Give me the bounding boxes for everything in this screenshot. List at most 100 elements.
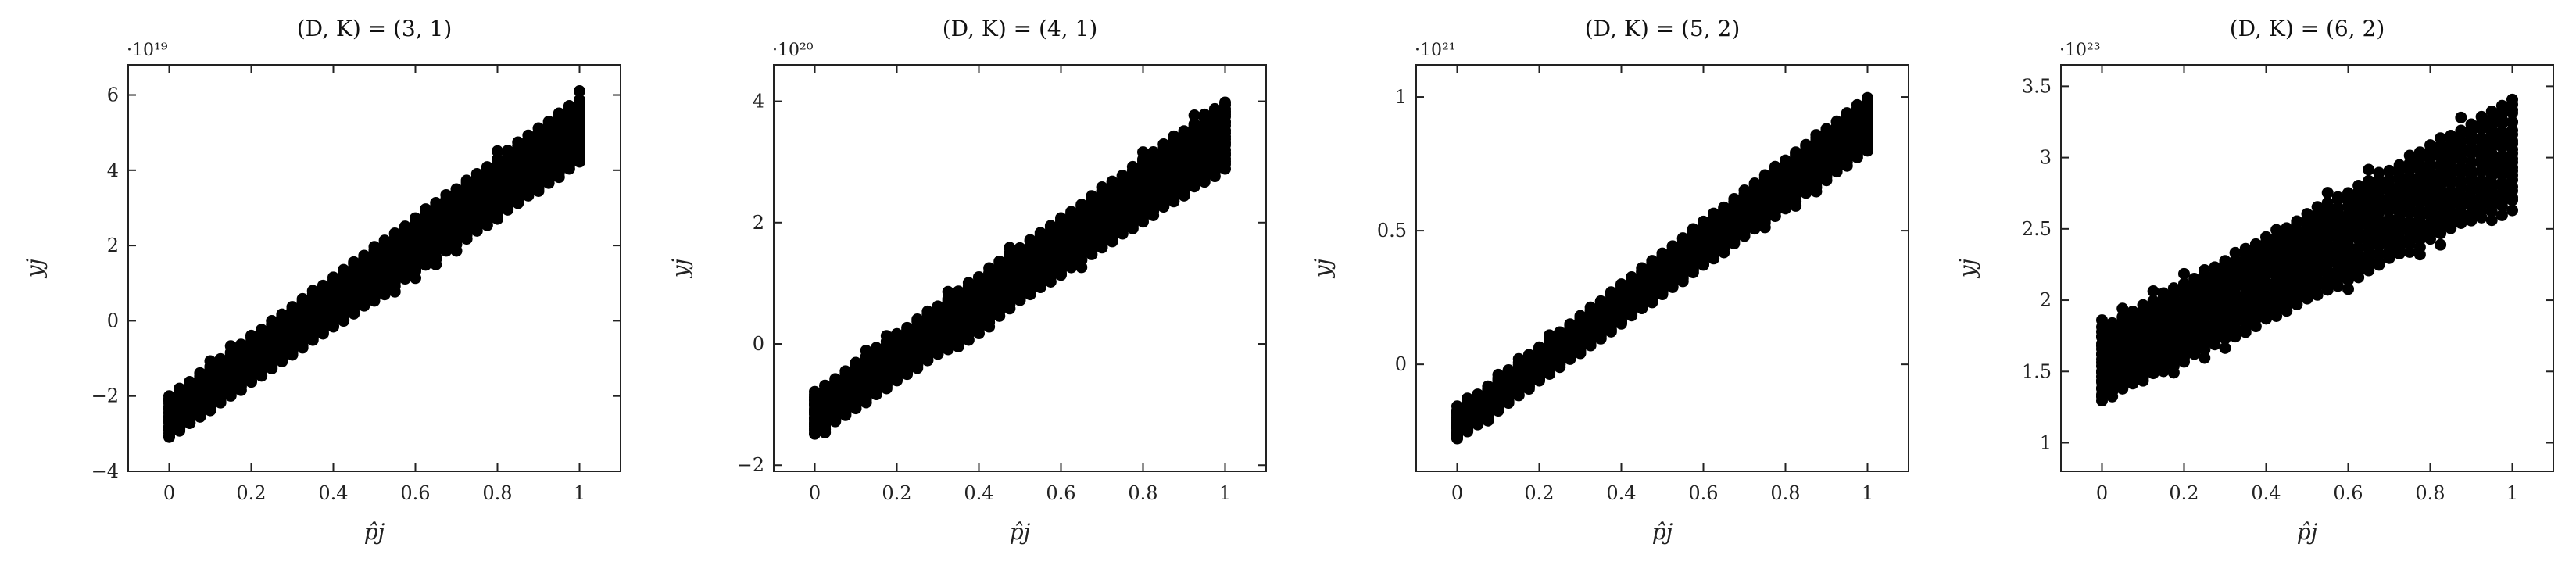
data-point	[2116, 302, 2129, 315]
plot-frame	[2060, 64, 2554, 472]
scatter-points	[163, 85, 585, 443]
data-point	[532, 122, 545, 134]
data-point	[553, 107, 565, 120]
data-point	[1086, 190, 1098, 202]
data-point	[1512, 352, 1525, 365]
x-tick-label: 0.4	[2251, 482, 2281, 504]
data-point	[460, 174, 473, 187]
data-point	[204, 355, 216, 367]
data-point	[1544, 329, 1556, 342]
data-point	[2106, 317, 2119, 329]
x-tick-label: 0.4	[1606, 482, 1636, 504]
data-point	[962, 277, 975, 289]
data-point	[358, 249, 370, 262]
data-point	[348, 256, 360, 268]
x-axis-label: p̂j	[1010, 519, 1031, 545]
x-tick-label: 0	[1451, 482, 1463, 504]
data-point	[317, 279, 329, 292]
data-point	[256, 324, 268, 336]
data-point	[184, 375, 196, 388]
chart-title: (D, K) = (5, 2)	[1585, 16, 1741, 41]
chart-title: (D, K) = (4, 1)	[943, 16, 1098, 41]
data-point	[901, 321, 914, 334]
data-point	[1851, 98, 1863, 111]
data-point	[194, 367, 206, 379]
y-tick-label: 1.5	[2022, 360, 2052, 382]
data-point	[2424, 139, 2436, 152]
y-tick-label: 2.5	[2022, 218, 2052, 240]
y-axis-label: yj	[667, 258, 693, 279]
scatter-points	[1451, 91, 1873, 445]
data-point	[2455, 175, 2467, 188]
data-point	[2219, 342, 2231, 354]
data-point	[921, 305, 934, 317]
data-point	[983, 320, 996, 333]
data-point	[2496, 209, 2508, 221]
data-point	[224, 340, 237, 352]
data-point	[1708, 207, 1720, 220]
y-tick-label: −4	[91, 460, 119, 482]
data-point	[2475, 110, 2488, 123]
plot-frame	[127, 64, 621, 472]
data-point	[1862, 91, 1873, 104]
data-point	[932, 300, 944, 313]
y-tick-label: 2	[2040, 289, 2052, 311]
data-point	[870, 342, 882, 354]
data-point	[1147, 146, 1160, 159]
data-point	[1758, 221, 1771, 234]
data-point	[1034, 227, 1046, 239]
data-point	[819, 426, 832, 438]
data-point	[1790, 199, 1802, 212]
data-point	[1626, 271, 1638, 284]
x-axis-label: p̂j	[2297, 519, 2318, 545]
data-point	[2157, 287, 2170, 299]
y-tick-label: 2	[753, 212, 764, 234]
data-point	[2167, 282, 2180, 295]
x-axis-label: p̂j	[1652, 519, 1673, 545]
data-point	[2321, 196, 2334, 209]
data-point	[942, 285, 954, 298]
data-point	[891, 327, 903, 340]
data-point	[368, 241, 381, 253]
data-point	[174, 382, 186, 395]
data-point	[1472, 388, 1484, 401]
data-point	[1605, 286, 1617, 299]
y-tick-label: 2	[107, 234, 119, 256]
x-tick-label: 0.2	[1524, 482, 1554, 504]
y-axis-label: yj	[1310, 258, 1336, 279]
data-point	[2311, 201, 2324, 213]
data-point	[440, 188, 453, 201]
data-point	[1841, 107, 1853, 120]
data-point	[2342, 187, 2354, 199]
data-point	[1564, 318, 1576, 331]
data-point	[1748, 177, 1761, 190]
data-point	[1533, 341, 1545, 353]
data-point	[1502, 364, 1515, 377]
y-tick-label: 6	[107, 84, 119, 106]
data-point	[574, 85, 585, 98]
data-point	[542, 115, 555, 127]
y-tick-label: 0	[753, 333, 764, 355]
data-point	[1055, 212, 1067, 224]
y-axis-label: yj	[22, 258, 48, 279]
data-point	[2199, 263, 2211, 276]
data-point	[522, 129, 535, 141]
data-point	[266, 315, 278, 327]
data-point	[1126, 160, 1139, 173]
y-axis-multiplier: ·10¹⁹	[127, 41, 168, 60]
data-point	[2435, 238, 2447, 251]
data-point	[819, 379, 832, 392]
x-tick-label: 1	[574, 482, 585, 504]
data-point	[410, 212, 421, 224]
data-point	[245, 329, 257, 342]
data-point	[481, 161, 493, 174]
data-point	[829, 373, 842, 385]
data-point	[2413, 249, 2426, 261]
data-point	[1810, 185, 1823, 198]
data-point	[430, 196, 442, 209]
y-axis-multiplier: ·10²³	[2059, 41, 2101, 60]
data-point	[2506, 116, 2518, 128]
x-tick-label: 0.6	[1046, 482, 1075, 504]
data-point	[973, 327, 985, 340]
data-point	[286, 301, 299, 313]
